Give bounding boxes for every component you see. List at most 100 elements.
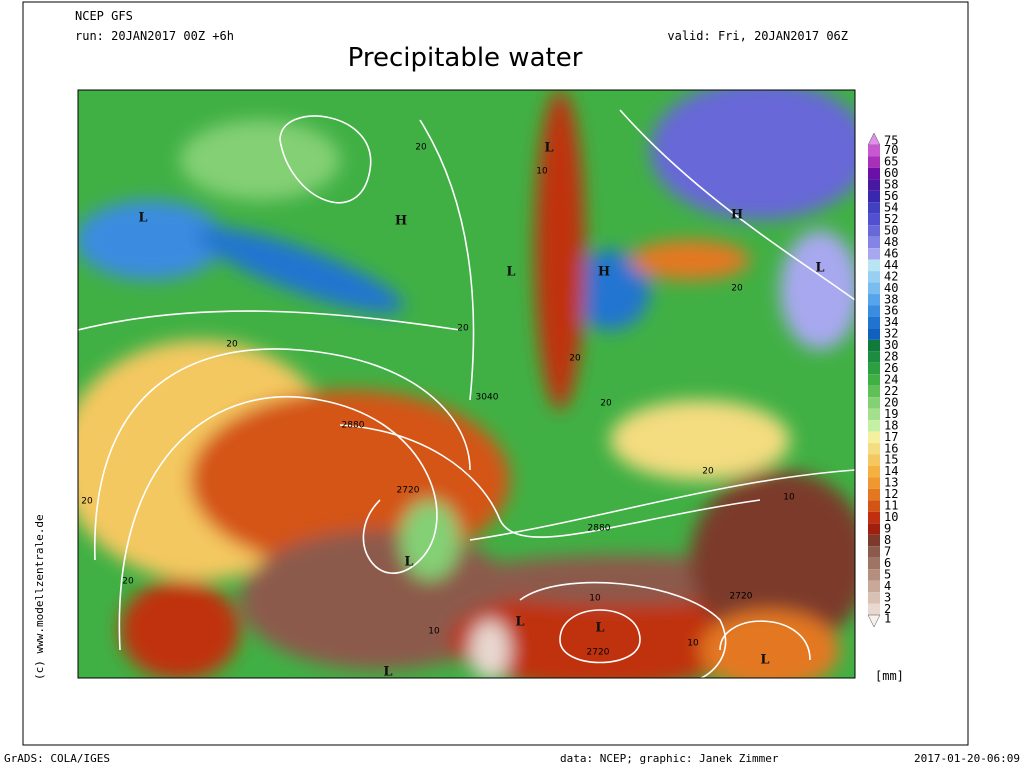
colorbar-label: 50 (884, 223, 898, 237)
map-label: H (598, 265, 610, 280)
colorbar-label: 11 (884, 499, 898, 513)
map-labels: L H L L H H L L L L L L 20 20 20 20 20 2… (81, 141, 824, 680)
colorbar-swatch (868, 225, 880, 237)
colorbar-swatch (868, 454, 880, 466)
colorbar-swatch (868, 339, 880, 352)
contour-label: 20 (122, 577, 134, 587)
colorbar-cap (867, 132, 881, 146)
map-label: H (395, 214, 407, 229)
colorbar-unit: [mm] (875, 669, 904, 683)
colorbar-swatch (868, 592, 880, 604)
contour-label: 20 (731, 284, 743, 294)
map-label: L (815, 261, 824, 276)
colorbar-label: 60 (884, 166, 898, 180)
map-label: L (383, 665, 392, 680)
colorbar: 7570656058565452504846444240383634323028… (867, 132, 898, 628)
colorbar-swatch (868, 408, 880, 421)
colorbar-swatch (868, 236, 880, 249)
colorbar-label: 65 (884, 155, 898, 169)
colorbar-label: 34 (884, 315, 898, 329)
colorbar-swatch (868, 443, 880, 455)
copyright: (c) www.modellzentrale.de (33, 514, 46, 680)
colorbar-label: 48 (884, 235, 898, 249)
colorbar-label: 16 (884, 441, 898, 455)
map-label: L (506, 265, 515, 280)
colorbar-cap (867, 614, 881, 628)
map-label: L (544, 141, 553, 156)
contour-label: 2720 (730, 592, 753, 602)
colorbar-label: 58 (884, 178, 898, 192)
map-label: L (138, 211, 147, 226)
colorbar-swatch (868, 145, 880, 157)
colorbar-label: 9 (884, 522, 891, 536)
colorbar-label: 1 (884, 612, 891, 626)
contour-label: 20 (415, 143, 427, 153)
map-label: L (760, 653, 769, 668)
colorbar-swatch (868, 385, 880, 398)
colorbar-swatch (868, 557, 880, 570)
colorbar-label: 38 (884, 292, 898, 306)
colorbar-swatch (868, 305, 880, 317)
valid: valid: Fri, 20JAN2017 06Z (667, 29, 848, 43)
colorbar-label: 70 (884, 143, 898, 157)
colorbar-label: 7 (884, 544, 891, 558)
contour-label: 2880 (342, 421, 365, 431)
colorbar-swatch (868, 477, 880, 489)
colorbar-label: 36 (884, 304, 898, 318)
colorbar-swatch (868, 294, 880, 306)
colorbar-swatch (868, 523, 880, 535)
contour-label: 2720 (397, 486, 420, 496)
map (78, 90, 855, 678)
colorbar-label: 8 (884, 533, 891, 547)
colorbar-label: 17 (884, 430, 898, 444)
colorbar-label: 44 (884, 258, 898, 272)
colorbar-label: 14 (884, 464, 898, 478)
colorbar-label: 30 (884, 338, 898, 352)
contour-label: 2880 (588, 524, 611, 534)
colorbar-label: 24 (884, 373, 898, 387)
footer-middle: data: NCEP; graphic: Janek Zimmer (560, 752, 779, 765)
colorbar-swatch (868, 534, 880, 547)
colorbar-label: 2 (884, 602, 891, 616)
colorbar-label: 15 (884, 453, 898, 467)
colorbar-label: 13 (884, 476, 898, 490)
colorbar-swatch (868, 569, 880, 581)
colorbar-swatch (868, 488, 880, 501)
colorbar-swatch (868, 156, 880, 168)
frame (22, 1, 969, 746)
colorbar-label: 28 (884, 350, 898, 364)
colorbar-swatch (868, 328, 880, 340)
colorbar-label: 3 (884, 590, 891, 604)
contours (78, 109, 855, 678)
colorbar-swatch (868, 271, 880, 283)
colorbar-label: 10 (884, 510, 898, 524)
contour-label: 20 (81, 497, 93, 507)
colorbar-swatch (868, 465, 880, 478)
colorbar-swatch (868, 316, 880, 329)
colorbar-swatch (868, 179, 880, 191)
contour-label: 10 (536, 167, 548, 177)
footer-left: GrADS: COLA/IGES (4, 752, 110, 765)
contour-label: 10 (783, 493, 795, 503)
colorbar-swatch (868, 167, 880, 180)
map-label: H (731, 208, 743, 223)
colorbar-label: 22 (884, 384, 898, 398)
map-label: L (515, 615, 524, 630)
contour-label: 20 (457, 324, 469, 334)
colorbar-swatch (868, 282, 880, 295)
map-label: L (404, 555, 413, 570)
contour-label: 20 (226, 340, 238, 350)
colorbar-label: 40 (884, 281, 898, 295)
contour-label: 10 (428, 627, 440, 637)
contour-label: 10 (687, 639, 699, 649)
colorbar-swatch (868, 431, 880, 444)
map-border (77, 89, 856, 679)
colorbar-label: 19 (884, 407, 898, 421)
colorbar-label: 42 (884, 269, 898, 283)
colorbar-swatch (868, 420, 880, 432)
colorbar-swatch (868, 580, 880, 593)
contour-label: 20 (600, 399, 612, 409)
contour-label: 10 (589, 594, 601, 604)
